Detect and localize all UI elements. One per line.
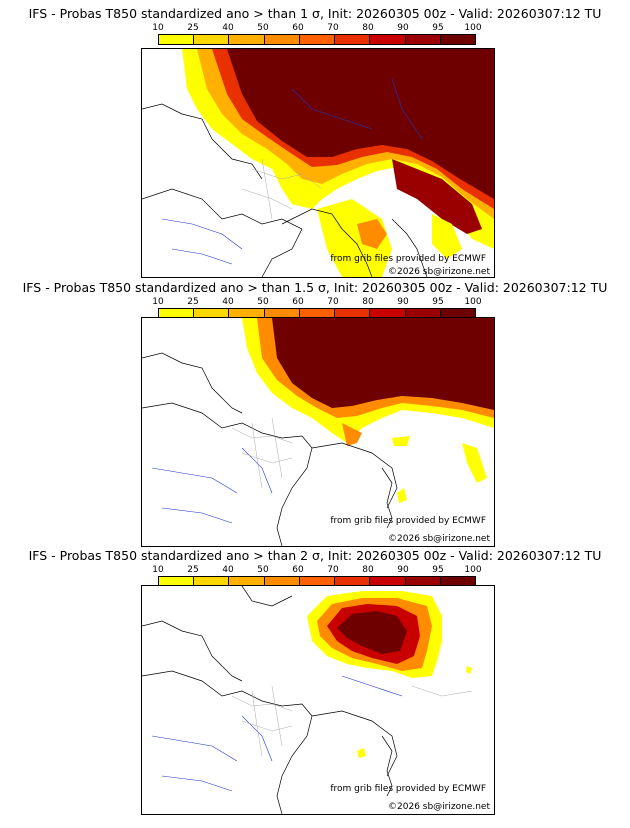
colorbar-label: 95 [432, 297, 444, 307]
colorbar-label: 100 [464, 565, 482, 575]
probability-map: from grib files provided by ECMWF ©2026 … [141, 48, 495, 278]
colorbar-swatch [370, 309, 406, 318]
credit-source: from grib files provided by ECMWF [330, 516, 486, 526]
probability-map: from grib files provided by ECMWF ©2026 … [141, 585, 495, 815]
colorbar-label: 60 [292, 565, 304, 575]
colorbar-label: 60 [292, 23, 304, 33]
colorbar-swatch [370, 577, 406, 586]
colorbar-label: 100 [464, 297, 482, 307]
colorbar-swatch [299, 577, 336, 586]
panel-3: IFS - Probas T850 standardized ano > tha… [0, 548, 630, 818]
colorbar-labels: 10 25 40 50 60 70 80 90 95 100 [152, 297, 481, 308]
colorbar-swatch [159, 35, 195, 44]
colorbar-label: 25 [187, 565, 199, 575]
colorbar-label: 70 [327, 23, 339, 33]
colorbar-swatch [229, 35, 265, 44]
credit-source: from grib files provided by ECMWF [330, 784, 486, 794]
colorbar-swatch [405, 35, 441, 44]
panel-title: IFS - Probas T850 standardized ano > tha… [28, 548, 602, 563]
panel-1: IFS - Probas T850 standardized ano > tha… [0, 6, 630, 278]
colorbar-label: 70 [327, 565, 339, 575]
colorbar-swatch [159, 309, 195, 318]
colorbar-labels: 10 25 40 50 60 70 80 90 95 100 [152, 565, 481, 576]
credit-copyright: ©2026 sb@irizone.net [388, 267, 490, 277]
colorbar-swatch [335, 577, 371, 586]
colorbar-label: 100 [464, 23, 482, 33]
colorbar-swatch [194, 35, 230, 44]
colorbar-label: 80 [362, 565, 374, 575]
colorbar-label: 95 [432, 23, 444, 33]
colorbar-swatch [440, 309, 475, 318]
credit-copyright: ©2026 sb@irizone.net [388, 534, 490, 544]
colorbar-label: 60 [292, 297, 304, 307]
panel-2: IFS - Probas T850 standardized ano > tha… [0, 280, 630, 550]
colorbar-label: 95 [432, 565, 444, 575]
map-canvas: from grib files provided by ECMWF ©2026 … [142, 49, 494, 277]
colorbar: 10 25 40 50 60 70 80 90 95 100 [152, 297, 482, 319]
colorbar-label: 90 [397, 297, 409, 307]
colorbar: 10 25 40 50 60 70 80 90 95 100 [152, 565, 482, 587]
colorbar-swatch [194, 309, 230, 318]
colorbar-swatch [335, 309, 371, 318]
colorbar-swatch [159, 577, 195, 586]
colorbar-label: 40 [222, 297, 234, 307]
colorbar-label: 80 [362, 23, 374, 33]
colorbar-swatches [158, 34, 476, 45]
colorbar-label: 50 [257, 297, 269, 307]
colorbar-swatch [194, 577, 230, 586]
colorbar-swatch [229, 577, 265, 586]
probability-map: from grib files provided by ECMWF ©2026 … [141, 317, 495, 547]
colorbar-label: 40 [222, 23, 234, 33]
colorbar-swatch [299, 35, 336, 44]
map-canvas: from grib files provided by ECMWF ©2026 … [142, 318, 494, 546]
colorbar-swatch [264, 35, 300, 44]
colorbar-swatch [440, 35, 475, 44]
colorbar-label: 10 [152, 565, 164, 575]
colorbar-label: 10 [152, 297, 164, 307]
colorbar-swatch [264, 309, 300, 318]
colorbar-label: 90 [397, 565, 409, 575]
colorbar: 10 25 40 50 60 70 80 90 95 100 [152, 23, 482, 45]
colorbar-swatch [370, 35, 406, 44]
colorbar-swatch [405, 577, 441, 586]
colorbar-swatch [440, 577, 475, 586]
colorbar-swatch [405, 309, 441, 318]
credit-source: from grib files provided by ECMWF [330, 254, 486, 264]
map-canvas: from grib files provided by ECMWF ©2026 … [142, 586, 490, 814]
colorbar-label: 70 [327, 297, 339, 307]
colorbar-swatch [299, 309, 336, 318]
colorbar-labels: 10 25 40 50 60 70 80 90 95 100 [152, 23, 481, 34]
colorbar-label: 50 [257, 565, 269, 575]
colorbar-label: 25 [187, 297, 199, 307]
colorbar-label: 80 [362, 297, 374, 307]
colorbar-swatch [335, 35, 371, 44]
colorbar-label: 90 [397, 23, 409, 33]
colorbar-swatch [264, 577, 300, 586]
panel-title: IFS - Probas T850 standardized ano > tha… [22, 280, 608, 295]
colorbar-swatch [229, 309, 265, 318]
colorbar-label: 10 [152, 23, 164, 33]
credit-copyright: ©2026 sb@irizone.net [388, 802, 490, 812]
colorbar-label: 25 [187, 23, 199, 33]
colorbar-label: 40 [222, 565, 234, 575]
colorbar-label: 50 [257, 23, 269, 33]
panel-title: IFS - Probas T850 standardized ano > tha… [28, 6, 602, 21]
